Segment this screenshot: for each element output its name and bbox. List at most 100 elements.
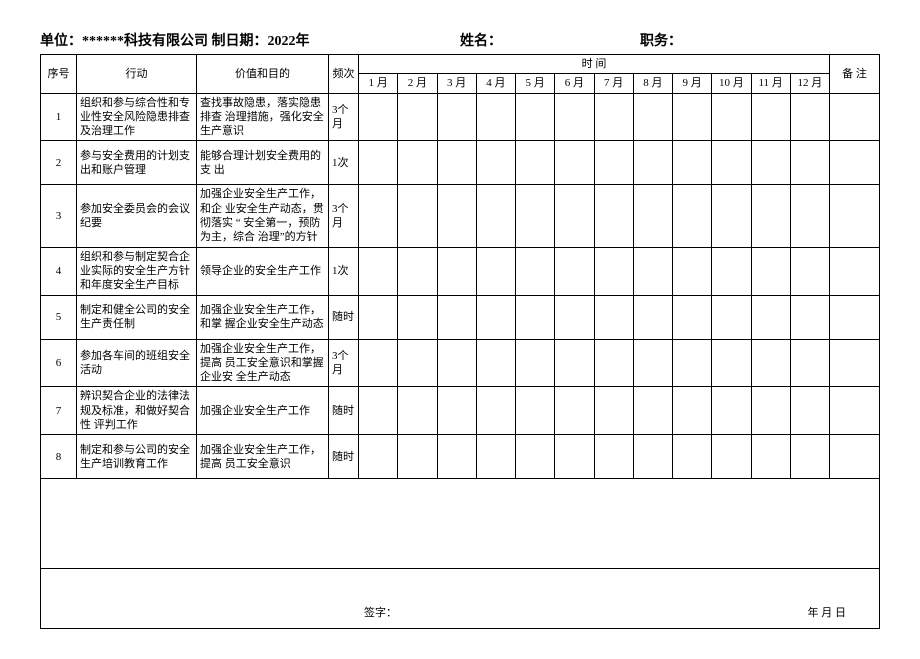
unit-value: ******科技有限公司 制日期：2022年	[82, 34, 310, 49]
cell-month	[398, 141, 437, 185]
cell-month	[673, 141, 712, 185]
cell-freq: 随时	[329, 295, 359, 339]
cell-freq: 3个 月	[329, 185, 359, 247]
col-month-11: 11 月	[751, 74, 790, 93]
cell-month	[516, 141, 555, 185]
col-month-7: 7 月	[594, 74, 633, 93]
cell-month	[594, 295, 633, 339]
cell-seq: 1	[41, 93, 77, 141]
cell-action: 辨识契合企业的法律法 规及标准，和做好契合性 评判工作	[77, 387, 197, 435]
col-action: 行动	[77, 55, 197, 94]
cell-month	[751, 435, 790, 479]
cell-month	[398, 93, 437, 141]
cell-month	[594, 141, 633, 185]
cell-month	[712, 141, 751, 185]
cell-remark	[830, 141, 880, 185]
cell-month	[673, 435, 712, 479]
cell-remark	[830, 185, 880, 247]
cell-seq: 7	[41, 387, 77, 435]
footer-row: 签字： 年 月 日	[41, 569, 880, 629]
cell-value: 能够合理计划安全费用的支 出	[197, 141, 329, 185]
cell-month	[751, 295, 790, 339]
col-freq: 频次	[329, 55, 359, 94]
cell-month	[555, 387, 594, 435]
cell-action: 制定和参与公司的安全 生产培训教育工作	[77, 435, 197, 479]
cell-month	[437, 141, 476, 185]
cell-remark	[830, 387, 880, 435]
cell-seq: 8	[41, 435, 77, 479]
sign-label: 签字：	[54, 606, 397, 620]
cell-month	[633, 247, 672, 295]
cell-seq: 4	[41, 247, 77, 295]
cell-remark	[830, 339, 880, 387]
cell-month	[633, 185, 672, 247]
cell-month	[751, 339, 790, 387]
cell-month	[673, 247, 712, 295]
cell-remark	[830, 295, 880, 339]
cell-seq: 5	[41, 295, 77, 339]
cell-month	[594, 339, 633, 387]
cell-month	[712, 185, 751, 247]
cell-month	[555, 339, 594, 387]
cell-action: 组织和参与制定契合企 业实际的安全生产方针 和年度安全生产目标	[77, 247, 197, 295]
cell-month	[633, 435, 672, 479]
name-field: 姓名：	[400, 30, 600, 50]
cell-month	[516, 247, 555, 295]
cell-month	[790, 93, 829, 141]
cell-remark	[830, 435, 880, 479]
cell-month	[633, 141, 672, 185]
col-value: 价值和目的	[197, 55, 329, 94]
cell-month	[398, 387, 437, 435]
cell-month	[790, 435, 829, 479]
position-field: 职务：	[600, 30, 880, 50]
cell-month	[359, 339, 398, 387]
date-label: 年 月 日	[808, 606, 867, 620]
cell-month	[555, 185, 594, 247]
cell-remark	[830, 93, 880, 141]
cell-month	[712, 93, 751, 141]
cell-month	[398, 435, 437, 479]
col-month-3: 3 月	[437, 74, 476, 93]
cell-month	[633, 93, 672, 141]
col-month-6: 6 月	[555, 74, 594, 93]
cell-month	[673, 387, 712, 435]
cell-month	[673, 339, 712, 387]
table-row: 5制定和健全公司的安全 生产责任制加强企业安全生产工作，和掌 握企业安全生产动态…	[41, 295, 880, 339]
cell-action: 参加各车间的班组安全 活动	[77, 339, 197, 387]
cell-month	[751, 185, 790, 247]
cell-month	[790, 295, 829, 339]
cell-month	[359, 247, 398, 295]
cell-month	[398, 339, 437, 387]
table-row: 3参加安全委员会的会议 纪要加强企业安全生产工作，和企 业安全生产动态，贯彻落实…	[41, 185, 880, 247]
cell-month	[751, 247, 790, 295]
cell-month	[673, 295, 712, 339]
cell-month	[437, 339, 476, 387]
cell-month	[712, 339, 751, 387]
cell-month	[476, 185, 515, 247]
cell-month	[437, 185, 476, 247]
cell-month	[751, 387, 790, 435]
cell-action: 参与安全费用的计划支 出和账户管理	[77, 141, 197, 185]
cell-month	[359, 387, 398, 435]
cell-value: 加强企业安全生产工作，提高 员工安全意识	[197, 435, 329, 479]
cell-month	[712, 435, 751, 479]
cell-month	[476, 93, 515, 141]
col-month-1: 1 月	[359, 74, 398, 93]
cell-month	[476, 339, 515, 387]
cell-seq: 3	[41, 185, 77, 247]
table-row: 6参加各车间的班组安全 活动加强企业安全生产工作，提高 员工安全意识和掌握企业安…	[41, 339, 880, 387]
col-month-12: 12 月	[790, 74, 829, 93]
cell-month	[555, 435, 594, 479]
cell-month	[712, 247, 751, 295]
cell-action: 参加安全委员会的会议 纪要	[77, 185, 197, 247]
cell-month	[594, 247, 633, 295]
cell-value: 加强企业安全生产工作，和掌 握企业安全生产动态	[197, 295, 329, 339]
cell-month	[359, 185, 398, 247]
name-label: 姓名：	[460, 34, 502, 49]
cell-month	[555, 141, 594, 185]
cell-month	[476, 141, 515, 185]
cell-month	[398, 247, 437, 295]
cell-month	[594, 435, 633, 479]
cell-month	[359, 435, 398, 479]
table-row: 1组织和参与综合性和专 业性安全风险隐患排查 及治理工作查找事故隐患，落实隐患排…	[41, 93, 880, 141]
